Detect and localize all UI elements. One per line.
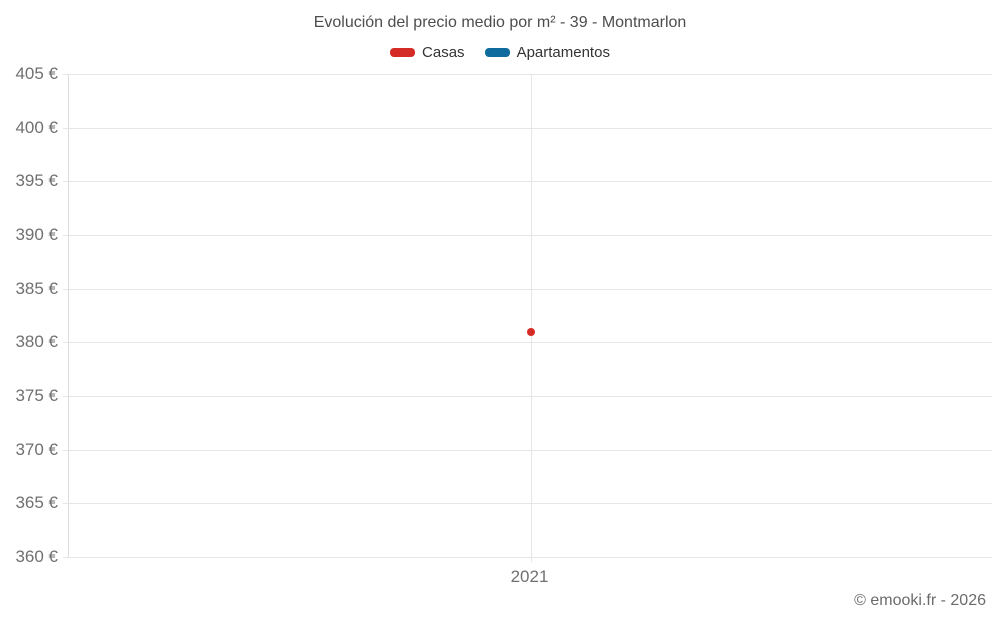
y-gridline — [63, 288, 992, 290]
y-gridline — [63, 557, 992, 558]
y-axis-label: 375 € — [15, 386, 58, 405]
y-gridline — [63, 449, 992, 451]
copyright: © emooki.fr - 2026 — [854, 592, 986, 609]
legend-item-casas[interactable]: Casas — [390, 44, 465, 61]
y-gridline — [63, 396, 992, 397]
y-axis-label: 405 € — [15, 64, 58, 83]
y-gridline — [63, 503, 992, 505]
x-axis-label-2021: 2021 — [510, 567, 549, 586]
legend-label-apartamentos: Apartamentos — [516, 44, 610, 61]
data-point-casas-2021[interactable] — [526, 327, 535, 336]
plot-area — [63, 74, 992, 562]
y-axis-label: 395 € — [15, 171, 58, 191]
legend-item-apartamentos[interactable]: Apartamentos — [484, 44, 610, 61]
y-gridline — [63, 74, 992, 75]
legend: Casas Apartamentos — [0, 44, 1000, 61]
x-gridline — [530, 74, 532, 562]
chart-title: Evolución del precio medio por m² - 39 -… — [313, 14, 687, 31]
y-axis-label: 370 € — [15, 439, 58, 459]
y-axis-label: 385 € — [15, 278, 58, 298]
y-axis-label: 390 € — [15, 225, 58, 244]
legend-swatch-casas — [390, 48, 416, 57]
legend-label-casas: Casas — [422, 44, 465, 61]
y-axis-label: 380 € — [15, 332, 58, 352]
y-gridline — [63, 181, 992, 183]
y-axis-label: 400 € — [15, 117, 58, 137]
y-axis-label: 360 € — [15, 547, 58, 566]
legend-swatch-apartamentos — [484, 48, 510, 57]
y-axis-label: 365 € — [15, 493, 58, 513]
y-gridline — [63, 235, 992, 236]
y-gridline — [63, 127, 992, 129]
y-gridline — [63, 342, 992, 344]
